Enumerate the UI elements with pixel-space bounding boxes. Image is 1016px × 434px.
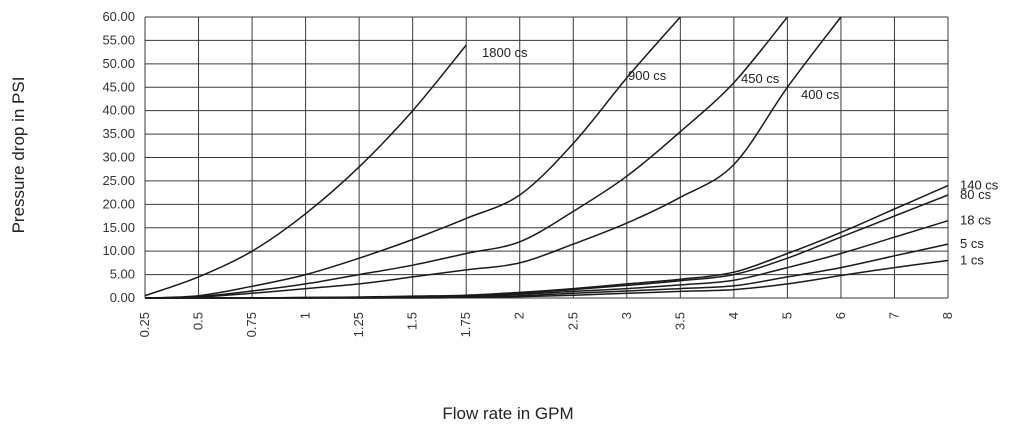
series-label-18-cs: 18 cs — [960, 213, 992, 228]
x-tick-label: 6 — [833, 312, 848, 319]
series-curve-450-cs — [144, 16, 788, 299]
y-tick-label: 60.00 — [102, 9, 135, 24]
series-label-450-cs: 450 cs — [741, 71, 780, 86]
x-tick-label: 0.5 — [191, 312, 206, 330]
y-tick-label: 0.00 — [110, 290, 135, 305]
x-tick-label: 1.25 — [351, 312, 366, 337]
series-label-1800-cs: 1800 cs — [482, 45, 528, 60]
x-tick-label: 0.25 — [137, 312, 152, 337]
series-label-5-cs: 5 cs — [960, 236, 984, 251]
x-tick-label: 1.75 — [458, 312, 473, 337]
series-label-140-cs: 140 cs — [960, 178, 999, 193]
y-tick-label: 20.00 — [102, 196, 135, 211]
y-tick-label: 30.00 — [102, 150, 135, 165]
series-curve-18-cs — [144, 219, 949, 299]
series-curve-900-cs — [144, 16, 681, 299]
x-tick-label: 2.5 — [565, 312, 580, 330]
y-tick-label: 55.00 — [102, 32, 135, 47]
series-curves — [144, 16, 949, 299]
y-tick-label: 5.00 — [110, 267, 135, 282]
x-tick-label: 3 — [619, 312, 634, 319]
x-tick-labels: 0.25 0.5 0.75 1 1.25 1.5 1.75 2 2.5 3 3.5 4 5 6 7 8 — [137, 312, 955, 337]
x-tick-label: 3.5 — [672, 312, 687, 330]
series-label-80-cs: 80 cs — [960, 187, 992, 202]
x-tick-label: 1 — [298, 312, 313, 319]
y-tick-labels: 0.00 5.00 10.00 15.00 20.00 25.00 30.00 35.00 40… — [102, 9, 135, 305]
series-curve-1-cs — [144, 259, 949, 299]
y-tick-label: 35.00 — [102, 126, 135, 141]
x-tick-label: 4 — [726, 312, 741, 319]
x-tick-label: 8 — [940, 312, 955, 319]
x-tick-label: 7 — [886, 312, 901, 319]
y-tick-label: 45.00 — [102, 79, 135, 94]
y-tick-label: 50.00 — [102, 56, 135, 71]
y-tick-label: 40.00 — [102, 103, 135, 118]
y-tick-label: 15.00 — [102, 220, 135, 235]
x-tick-label: 1.5 — [405, 312, 420, 330]
y-tick-label: 25.00 — [102, 173, 135, 188]
x-axis-title: Flow rate in GPM — [442, 404, 573, 423]
series-label-900-cs: 900 cs — [628, 68, 667, 83]
series-curve-80-cs — [144, 194, 949, 299]
series-curve-400-cs — [144, 16, 842, 299]
x-tick-label: 5 — [779, 312, 794, 319]
y-tick-label: 10.00 — [102, 243, 135, 258]
series-label-400-cs: 400 cs — [801, 87, 840, 102]
x-tick-label: 2 — [512, 312, 527, 319]
grid — [144, 16, 949, 299]
x-tick-label: 0.75 — [244, 312, 259, 337]
y-axis-title: Pressure drop in PSI — [9, 77, 28, 234]
series-curve-1800-cs — [144, 44, 467, 297]
series-label-1-cs: 1 cs — [960, 253, 984, 268]
